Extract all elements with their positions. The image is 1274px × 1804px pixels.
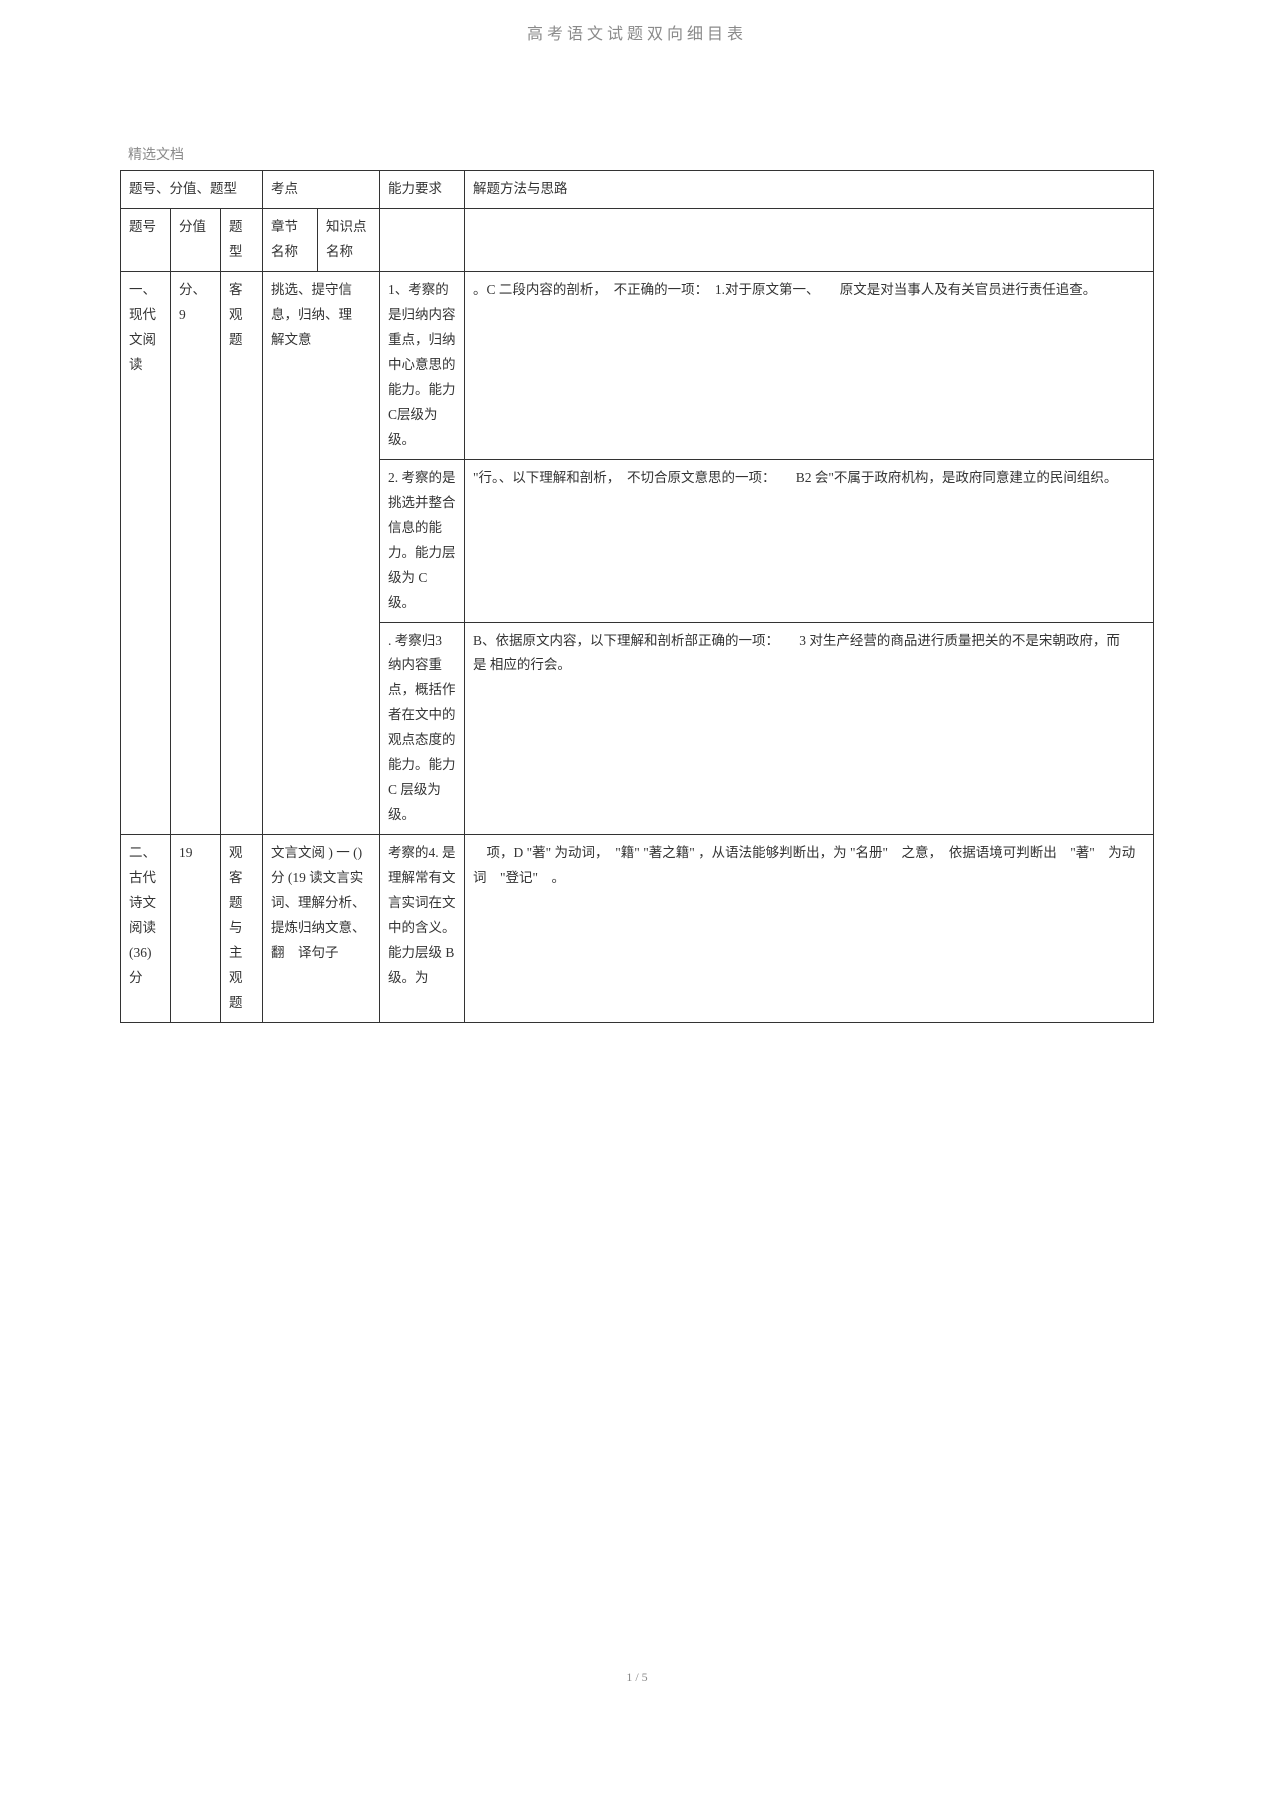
- cell-kaodian: 挑选、提守信息，归纳、理 解文意: [263, 271, 380, 834]
- spec-table: 题号、分值、题型 考点 能力要求 解题方法与思路 题号 分值 题型 章节名称 知…: [120, 170, 1154, 1023]
- cell-tixing: 观客题与主观题: [221, 835, 263, 1023]
- cell-nengli: 1、考察的是归纳内容重点，归纳中心意思的能力。能力 C层级为级。: [380, 271, 465, 459]
- table-row: 二、古代诗文阅读 (36) 分 19 观客题与主观题 文言文阅 ) 一 ()分 …: [121, 835, 1154, 1023]
- col-header-kaodian-group: 考点: [263, 171, 380, 209]
- col-header-tihao-group: 题号、分值、题型: [121, 171, 263, 209]
- cell-fenzhi: 19: [171, 835, 221, 1023]
- empty-cell: [380, 208, 465, 271]
- cell-jieti: 项，D "著" 为动词， "籍" "著之籍" ，从语法能够判断出，为 "名册" …: [465, 835, 1154, 1023]
- empty-cell: [465, 208, 1154, 271]
- cell-nengli: . 考察归3 纳内容重点，概括作者在文中的观点态度的能力。能力 C 层级为 级。: [380, 622, 465, 835]
- table-row: 一、现代文阅读 分、9 客观题 挑选、提守信息，归纳、理 解文意 1、考察的是归…: [121, 271, 1154, 459]
- col-sub-zhangjie: 章节名称: [263, 208, 318, 271]
- cell-jieti: 。C 二段内容的剖析， 不正确的一项： 1.对于原文第一、 原文是对当事人及有关…: [465, 271, 1154, 459]
- cell-kaodian: 文言文阅 ) 一 ()分 (19 读文言实词、理解分析、提炼归纳文意、翻 译句子: [263, 835, 380, 1023]
- col-header-nengli: 能力要求: [380, 171, 465, 209]
- col-sub-tixing: 题型: [221, 208, 263, 271]
- document-page: 高考语文试题双向细目表 精选文档 题号、分值、题型 考点 能力要求 解题方法与思…: [0, 0, 1274, 1700]
- cell-tihao: 一、现代文阅读: [121, 271, 171, 834]
- cell-jieti: "行。、以下理解和剖析， 不切合原文意思的一项： B2 会"不属于政府机构，是政…: [465, 459, 1154, 622]
- col-sub-tihao: 题号: [121, 208, 171, 271]
- col-sub-zhishi: 知识点 名称: [318, 208, 380, 271]
- page-title: 高考语文试题双向细目表: [120, 20, 1154, 44]
- table-header-row: 题号、分值、题型 考点 能力要求 解题方法与思路: [121, 171, 1154, 209]
- cell-nengli: 2. 考察的是挑选并整合信息的能力。能力层级为 C 级。: [380, 459, 465, 622]
- table-subheader-row: 题号 分值 题型 章节名称 知识点 名称: [121, 208, 1154, 271]
- col-header-jieti: 解题方法与思路: [465, 171, 1154, 209]
- subtitle: 精选文档: [128, 144, 1154, 164]
- cell-nengli: 考察的4. 是理解常有文言实词在文中的含义。能力层级 B级。为: [380, 835, 465, 1023]
- cell-jieti: B、依据原文内容，以下理解和剖析部正确的一项： 3 对生产经营的商品进行质量把关…: [465, 622, 1154, 835]
- page-footer: 1 / 5: [0, 1670, 1274, 1685]
- col-sub-fenzhi: 分值: [171, 208, 221, 271]
- cell-fenzhi: 分、9: [171, 271, 221, 834]
- cell-tihao: 二、古代诗文阅读 (36) 分: [121, 835, 171, 1023]
- cell-tixing: 客观题: [221, 271, 263, 834]
